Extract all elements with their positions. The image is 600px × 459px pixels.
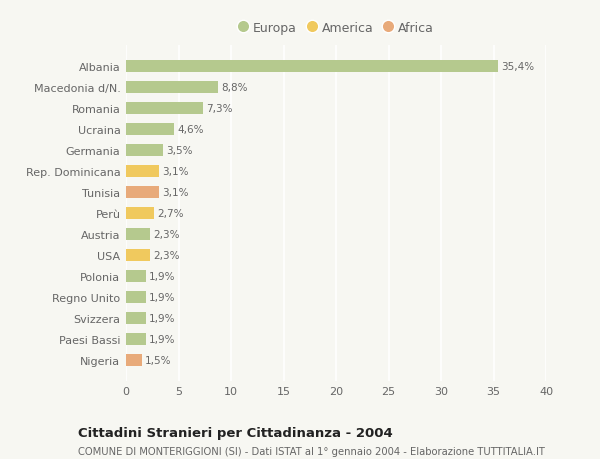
Bar (126, 207, 154, 219)
Legend: Europa, America, Africa: Europa, America, Africa (234, 19, 438, 39)
Text: COMUNE DI MONTERIGGIONI (SI) - Dati ISTAT al 1° gennaio 2004 - Elaborazione TUTT: COMUNE DI MONTERIGGIONI (SI) - Dati ISTA… (78, 446, 545, 456)
Text: 35,4%: 35,4% (501, 62, 534, 72)
Bar (126, 82, 218, 94)
Text: 8,8%: 8,8% (221, 83, 248, 93)
Text: 1,5%: 1,5% (145, 355, 172, 365)
Text: 3,1%: 3,1% (162, 167, 188, 177)
Text: 4,6%: 4,6% (178, 125, 204, 134)
Text: 1,9%: 1,9% (149, 334, 176, 344)
Text: 2,3%: 2,3% (154, 250, 180, 260)
Text: 3,1%: 3,1% (162, 188, 188, 197)
Text: 7,3%: 7,3% (206, 104, 232, 114)
Bar (126, 333, 146, 345)
Text: 1,9%: 1,9% (149, 292, 176, 302)
Bar (126, 354, 142, 366)
Bar (126, 61, 498, 73)
Bar (126, 270, 146, 282)
Bar (126, 187, 158, 198)
Bar (126, 145, 163, 157)
Bar (126, 250, 150, 261)
Bar (126, 166, 158, 177)
Bar (126, 103, 203, 114)
Text: 2,7%: 2,7% (157, 208, 184, 218)
Text: 1,9%: 1,9% (149, 313, 176, 323)
Text: 1,9%: 1,9% (149, 271, 176, 281)
Text: 2,3%: 2,3% (154, 230, 180, 239)
Text: 3,5%: 3,5% (166, 146, 193, 156)
Bar (126, 313, 146, 324)
Bar (126, 124, 175, 135)
Bar (126, 229, 150, 240)
Bar (126, 291, 146, 303)
Text: Cittadini Stranieri per Cittadinanza - 2004: Cittadini Stranieri per Cittadinanza - 2… (78, 426, 393, 439)
